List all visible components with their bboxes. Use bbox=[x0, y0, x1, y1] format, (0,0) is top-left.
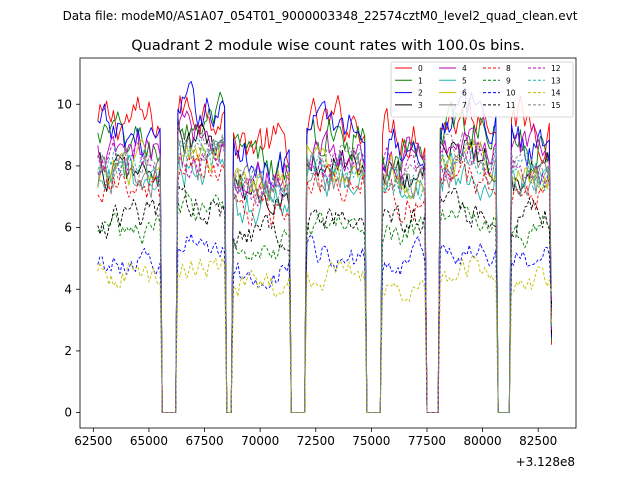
x-tick-label: 62500 bbox=[74, 434, 112, 448]
legend-label-10: 10 bbox=[506, 89, 516, 98]
x-axis: 62500 65000 67500 70000 72500 75000 77500 80000… bbox=[74, 428, 557, 448]
legend-label-9: 9 bbox=[506, 76, 511, 85]
legend-label-8: 8 bbox=[506, 64, 511, 73]
x-tick-label: 80000 bbox=[463, 434, 501, 448]
legend-label-13: 13 bbox=[551, 76, 561, 85]
legend-label-7: 7 bbox=[462, 101, 467, 110]
legend-label-3: 3 bbox=[418, 101, 423, 110]
x-tick-label: 70000 bbox=[241, 434, 279, 448]
x-tick-label: 77500 bbox=[408, 434, 446, 448]
legend-label-12: 12 bbox=[551, 64, 561, 73]
legend-label-14: 14 bbox=[551, 89, 561, 98]
legend-label-6: 6 bbox=[462, 89, 467, 98]
x-tick-label: 75000 bbox=[352, 434, 390, 448]
x-tick-label: 82500 bbox=[519, 434, 557, 448]
legend-label-1: 1 bbox=[418, 76, 423, 85]
y-tick-label: 8 bbox=[64, 159, 72, 173]
legend-label-4: 4 bbox=[462, 64, 467, 73]
legend-label-5: 5 bbox=[462, 76, 467, 85]
y-tick-label: 10 bbox=[57, 97, 72, 111]
figure-suptitle: Data file: modeM0/AS1A07_054T01_90000033… bbox=[63, 9, 578, 23]
x-tick-label: 72500 bbox=[297, 434, 335, 448]
legend-label-2: 2 bbox=[418, 89, 423, 98]
y-tick-label: 4 bbox=[64, 282, 72, 296]
series-line-15 bbox=[97, 125, 552, 414]
legend-label-15: 15 bbox=[551, 101, 561, 110]
x-tick-label: 65000 bbox=[130, 434, 168, 448]
y-tick-label: 0 bbox=[64, 406, 72, 420]
y-axis: 0 2 4 6 8 10 bbox=[57, 97, 80, 420]
legend-box bbox=[390, 61, 574, 118]
legend-label-0: 0 bbox=[418, 64, 423, 73]
plot-frame bbox=[79, 57, 577, 429]
series-line-12 bbox=[97, 141, 552, 414]
series-layer bbox=[97, 81, 552, 414]
x-offset-label: +3.128e8 bbox=[516, 455, 575, 469]
y-tick-label: 2 bbox=[64, 344, 72, 358]
legend-label-11: 11 bbox=[506, 101, 516, 110]
y-tick-label: 6 bbox=[64, 221, 72, 235]
chart-title: Quadrant 2 module wise count rates with … bbox=[131, 38, 525, 54]
x-tick-label: 67500 bbox=[185, 434, 223, 448]
